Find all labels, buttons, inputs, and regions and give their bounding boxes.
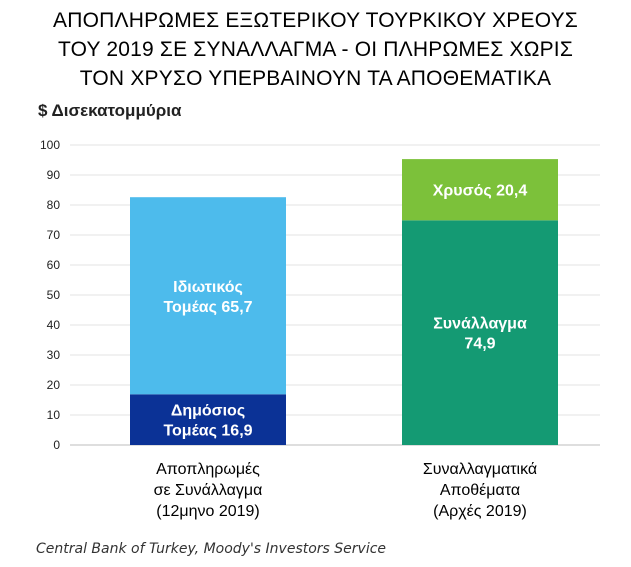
y-tick-label: 10 (47, 408, 61, 422)
category-label: (Αρχές 2019) (433, 503, 527, 520)
y-tick-label: 0 (53, 438, 60, 452)
segment-label: Τομέας 16,9 (163, 423, 252, 440)
y-tick-label: 50 (47, 288, 61, 302)
category-label: (12μηνο 2019) (156, 503, 260, 520)
y-tick-label: 60 (47, 258, 61, 272)
segment-label: Χρυσός 20,4 (433, 183, 528, 200)
y-unit-label: $ Δισεκατομμύρια (38, 101, 182, 120)
source-note: Central Bank of Turkey, Moody's Investor… (36, 541, 387, 557)
segment-label: Δημόσιος (171, 403, 245, 420)
bar-segment (402, 159, 558, 221)
segment-label: Συνάλλαγμα (433, 316, 527, 333)
category-label: Αποθέματα (440, 482, 520, 499)
category-label: σε Συνάλλαγμα (154, 482, 263, 499)
title-line-1: ΑΠΟΠΛΗΡΩΜΕΣ ΕΞΩΤΕΡΙΚΟΥ ΤΟΥΡΚΙΚΟΥ ΧΡΕΟΥΣ (53, 9, 578, 32)
segment-label: Τομέας 65,7 (163, 299, 252, 316)
y-tick-label: 100 (40, 138, 60, 152)
bar-segment (130, 394, 286, 445)
segment-label: Ιδιωτικός (173, 279, 243, 296)
y-tick-label: 80 (47, 198, 61, 212)
y-tick-label: 90 (47, 168, 61, 182)
bar-segment (402, 220, 558, 445)
title-line-3: ΤΟΝ ΧΡΥΣΟ ΥΠΕΡΒΑΙΝΟΥΝ ΤΑ ΑΠΟΘΕΜΑΤΙΚΑ (79, 67, 552, 90)
y-tick-label: 70 (47, 228, 61, 242)
chart-title: ΑΠΟΠΛΗΡΩΜΕΣ ΕΞΩΤΕΡΙΚΟΥ ΤΟΥΡΚΙΚΟΥ ΧΡΕΟΥΣ … (0, 6, 631, 93)
category-label: Συναλλαγματικά (423, 461, 537, 478)
category-label: Αποπληρωμές (156, 461, 260, 478)
segment-label: 74,9 (464, 336, 495, 353)
y-tick-label: 40 (47, 318, 61, 332)
title-line-2: ΤΟΥ 2019 ΣΕ ΣΥΝΑΛΛΑΓΜΑ - ΟΙ ΠΛΗΡΩΜΕΣ ΧΩΡ… (57, 38, 574, 61)
y-tick-label: 30 (47, 348, 61, 362)
bar-segment (130, 197, 286, 395)
y-tick-label: 20 (47, 378, 61, 392)
